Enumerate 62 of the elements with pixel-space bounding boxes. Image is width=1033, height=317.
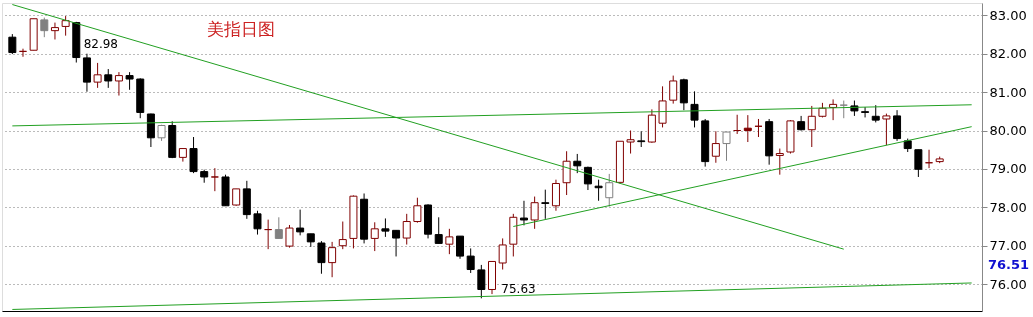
candlestick <box>296 209 305 236</box>
candlestick <box>807 105 816 148</box>
y-tick-label: 82.00 <box>989 46 1027 62</box>
candlestick <box>93 62 102 89</box>
candlestick <box>861 106 870 118</box>
candlestick <box>594 179 603 202</box>
candlestick <box>477 264 486 299</box>
candlestick <box>893 109 902 142</box>
candlestick <box>381 217 390 238</box>
candlestick <box>445 228 454 255</box>
candlestick <box>498 237 507 271</box>
candlestick <box>402 213 411 246</box>
candlestick <box>519 200 528 226</box>
candlestick <box>711 130 720 164</box>
y-tick-label: 76.00 <box>989 276 1027 292</box>
candlestick <box>551 179 560 212</box>
candlestick <box>61 15 70 37</box>
candlestick <box>456 235 465 260</box>
annotation: 82.98 <box>83 37 118 52</box>
candlestick <box>274 216 283 239</box>
candlestick <box>189 136 198 174</box>
candlestick <box>50 22 59 40</box>
candlestick <box>114 71 123 97</box>
candlestick <box>146 113 155 148</box>
candlestick <box>562 150 571 196</box>
y-tick-label: 80.00 <box>989 123 1027 138</box>
candlestick <box>626 130 635 155</box>
text: 美指日图 <box>207 19 275 39</box>
candlestick <box>317 240 326 275</box>
candlestick <box>541 189 550 220</box>
candlestick <box>466 247 475 274</box>
candlestick <box>434 216 443 244</box>
candlestick <box>392 229 401 257</box>
candlestick <box>530 196 539 230</box>
annotation: 75.63 <box>501 282 536 297</box>
y-tick-label: 78.00 <box>989 199 1027 215</box>
candlestick <box>210 167 219 192</box>
candlestick <box>743 114 752 143</box>
candlestick <box>253 210 262 236</box>
candlestick <box>658 85 667 128</box>
candlestick <box>285 224 294 249</box>
y-tick-label: 79.00 <box>989 161 1027 177</box>
candlestick <box>914 149 923 178</box>
candlestick <box>413 197 422 224</box>
y-tick-label: 77.00 <box>989 238 1027 254</box>
candlestick <box>882 113 891 146</box>
candlestick <box>338 221 347 250</box>
candlestick <box>605 173 614 208</box>
candlestick <box>573 153 582 174</box>
candlestick <box>669 75 678 105</box>
y-tick-label: 83.00 <box>989 7 1027 23</box>
candlestick <box>690 90 699 128</box>
candlestick <box>8 33 17 55</box>
candlestick <box>775 148 784 176</box>
candlestick <box>722 131 731 162</box>
candlestick <box>679 78 688 111</box>
text: 76.51 <box>988 256 1030 272</box>
y-tick-label: 81.00 <box>989 84 1027 100</box>
candlestick <box>370 221 379 252</box>
candlestick <box>328 241 337 278</box>
candlestick <box>40 17 49 38</box>
candlestick <box>104 68 113 89</box>
